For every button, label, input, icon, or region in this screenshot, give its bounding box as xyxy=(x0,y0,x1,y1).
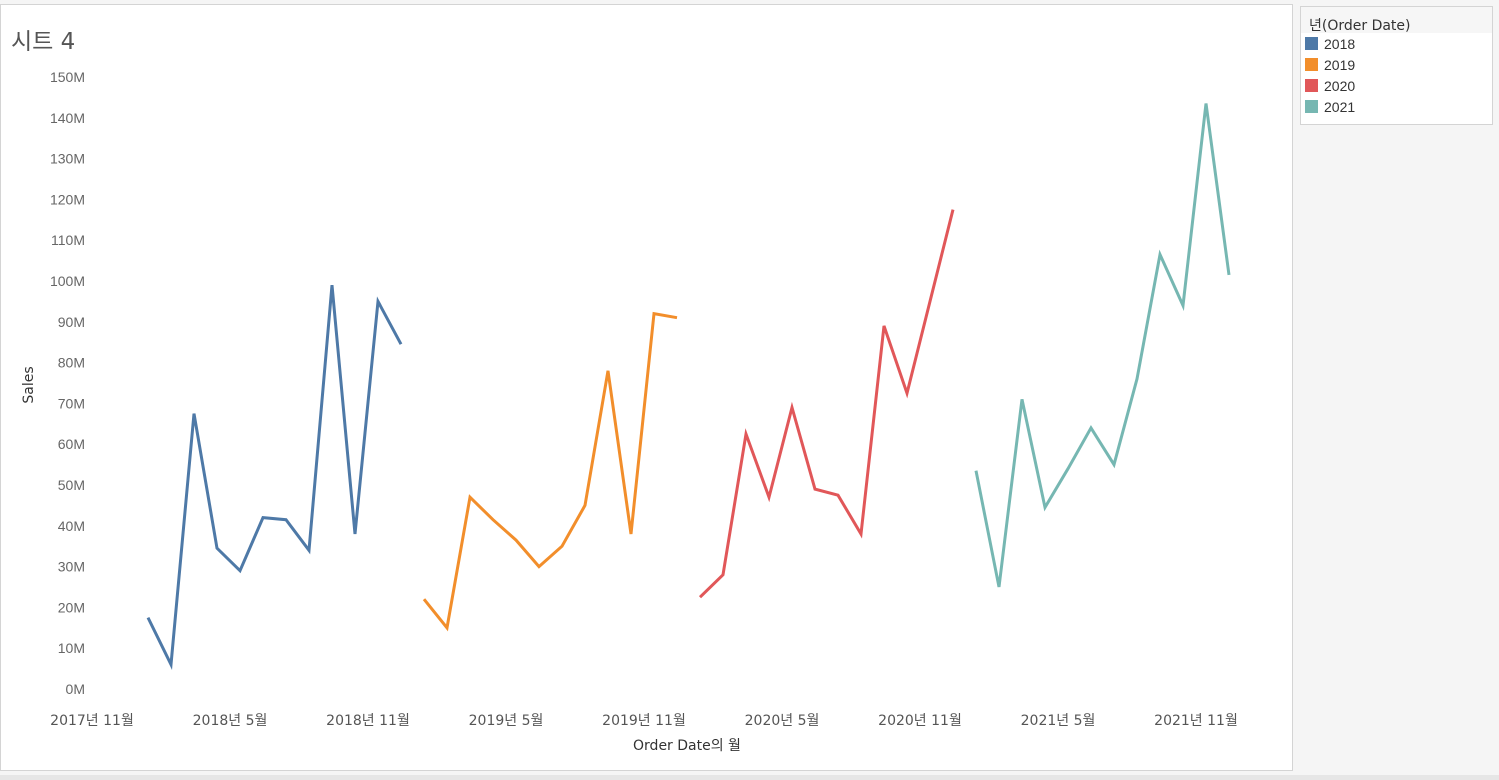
color-legend: 년(Order Date) 2018 2019 2020 2021 xyxy=(1300,6,1493,125)
legend-label: 2018 xyxy=(1324,35,1356,52)
y-tick-label: 120M xyxy=(50,191,85,207)
x-tick-label: 2018년 5월 xyxy=(193,713,268,729)
y-tick-label: 50M xyxy=(58,477,85,493)
x-tick-label: 2020년 11월 xyxy=(878,713,962,729)
series-line-2020[interactable] xyxy=(698,209,955,599)
sheet-title: 시트 4 xyxy=(11,29,76,55)
y-tick-label: 0M xyxy=(66,681,85,697)
y-tick-label: 40M xyxy=(58,518,85,534)
legend-label: 2021 xyxy=(1324,98,1356,115)
x-tick-label: 2021년 11월 xyxy=(1154,713,1238,729)
line-chart: 0M 10M 20M 30M 40M 50M 60M 70M 80M 90M 100M 110M 120… xyxy=(21,69,1238,754)
y-tick-label: 80M xyxy=(58,355,85,371)
series-line-2019[interactable] xyxy=(422,311,678,632)
y-tick-label: 20M xyxy=(58,599,85,615)
legend-title: 년(Order Date) xyxy=(1301,7,1492,34)
legend-item-2019[interactable]: 2019 xyxy=(1301,54,1492,75)
y-tick-label: 140M xyxy=(50,110,85,126)
x-tick-label: 2017년 11월 xyxy=(50,713,134,729)
y-axis-title: Sales xyxy=(21,366,37,403)
legend-label: 2020 xyxy=(1324,77,1356,94)
worksheet-view: 시트 4 0M 10M 20M 30M 40M 50M 60M 70M 80M 90M 100M 11… xyxy=(0,4,1293,771)
x-tick-label: 2018년 11월 xyxy=(326,713,410,729)
legend-items: 2018 2019 2020 2021 xyxy=(1301,33,1492,117)
y-tick-label: 150M xyxy=(50,69,85,85)
y-tick-label: 110M xyxy=(51,232,85,248)
legend-item-2020[interactable]: 2020 xyxy=(1301,75,1492,96)
legend-swatch xyxy=(1305,58,1318,71)
legend-item-2018[interactable]: 2018 xyxy=(1301,33,1492,54)
x-tick-label: 2021년 5월 xyxy=(1021,713,1096,729)
y-tick-label: 60M xyxy=(58,436,85,452)
y-tick-label: 70M xyxy=(58,395,85,411)
x-tick-label: 2020년 5월 xyxy=(745,713,820,729)
y-tick-label: 130M xyxy=(50,151,85,167)
x-axis-title: Order Date의 월 xyxy=(633,738,741,754)
y-tick-label: 10M xyxy=(58,640,85,656)
series-lines xyxy=(146,103,1231,670)
legend-swatch xyxy=(1305,79,1318,92)
y-tick-label: 30M xyxy=(58,559,85,575)
sheet-tab-strip xyxy=(0,775,1499,780)
y-tick-label: 100M xyxy=(50,273,85,289)
x-tick-label: 2019년 11월 xyxy=(602,713,686,729)
y-axis-ticks: 0M 10M 20M 30M 40M 50M 60M 70M 80M 90M 100M 110M 120… xyxy=(50,69,85,697)
legend-item-2021[interactable]: 2021 xyxy=(1301,96,1492,117)
y-tick-label: 90M xyxy=(58,314,85,330)
legend-label: 2019 xyxy=(1324,56,1356,73)
x-axis-ticks: 2017년 11월 2018년 5월 2018년 11월 2019년 5월 2019년 … xyxy=(50,713,1238,729)
legend-swatch xyxy=(1305,37,1318,50)
legend-swatch xyxy=(1305,100,1318,113)
x-tick-label: 2019년 5월 xyxy=(469,713,544,729)
series-line-2021[interactable] xyxy=(974,103,1231,588)
series-line-2018[interactable] xyxy=(146,284,403,670)
